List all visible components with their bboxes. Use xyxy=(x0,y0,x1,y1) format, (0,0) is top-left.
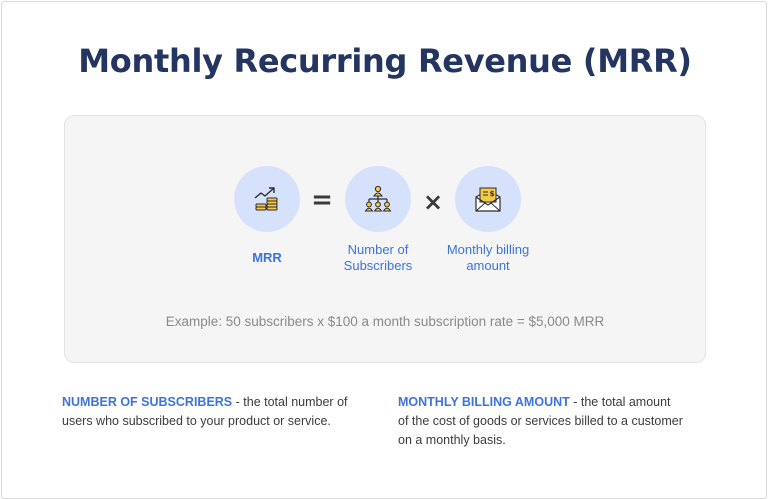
billing-definition-text1: - the total amount xyxy=(569,395,671,409)
subscribers-definition-text2: users who subscribed to your product or … xyxy=(62,414,331,428)
subscribers-definition-text1: - the total number of xyxy=(232,395,348,409)
billing-term: MONTHLY BILLING AMOUNT xyxy=(398,395,570,409)
coins-growth-icon xyxy=(254,187,278,211)
billing-label-line2: amount xyxy=(466,258,510,273)
subscribers-circle xyxy=(345,166,411,232)
mrr-label: MRR xyxy=(252,250,282,265)
subscribers-label: Number of Subscribers xyxy=(328,242,428,274)
billing-circle: $ xyxy=(455,166,521,232)
subscribers-definition-line1: NUMBER OF SUBSCRIBERS - the total number… xyxy=(62,393,372,412)
svg-text:$: $ xyxy=(490,190,495,198)
billing-definition-text3: on a monthly basis. xyxy=(398,433,506,447)
mrr-circle xyxy=(234,166,300,232)
subscribers-label-line1: Number of xyxy=(347,242,409,257)
billing-definition-line1: MONTHLY BILLING AMOUNT - the total amoun… xyxy=(398,393,738,412)
people-network-icon xyxy=(364,185,392,212)
billing-definition-text2: of the cost of goods or services billed … xyxy=(398,414,683,428)
multiply-sign: × xyxy=(422,188,444,216)
billing-label-line1: Monthly billing xyxy=(446,242,530,257)
subscribers-term: NUMBER OF SUBSCRIBERS xyxy=(62,395,233,409)
equals-sign: = xyxy=(311,185,333,215)
subscribers-label-line2: Subscribers xyxy=(343,258,413,273)
subscribers-definition: NUMBER OF SUBSCRIBERS - the total number… xyxy=(62,393,372,431)
example-text: Example: 50 subscribers x $100 a month s… xyxy=(165,314,605,329)
invoice-envelope-icon: $ xyxy=(475,187,501,212)
formula-panel: = × xyxy=(64,115,706,363)
page-title: Monthly Recurring Revenue (MRR) xyxy=(78,42,692,80)
billing-definition: MONTHLY BILLING AMOUNT - the total amoun… xyxy=(398,393,738,450)
billing-label: Monthly billing amount xyxy=(433,242,543,274)
